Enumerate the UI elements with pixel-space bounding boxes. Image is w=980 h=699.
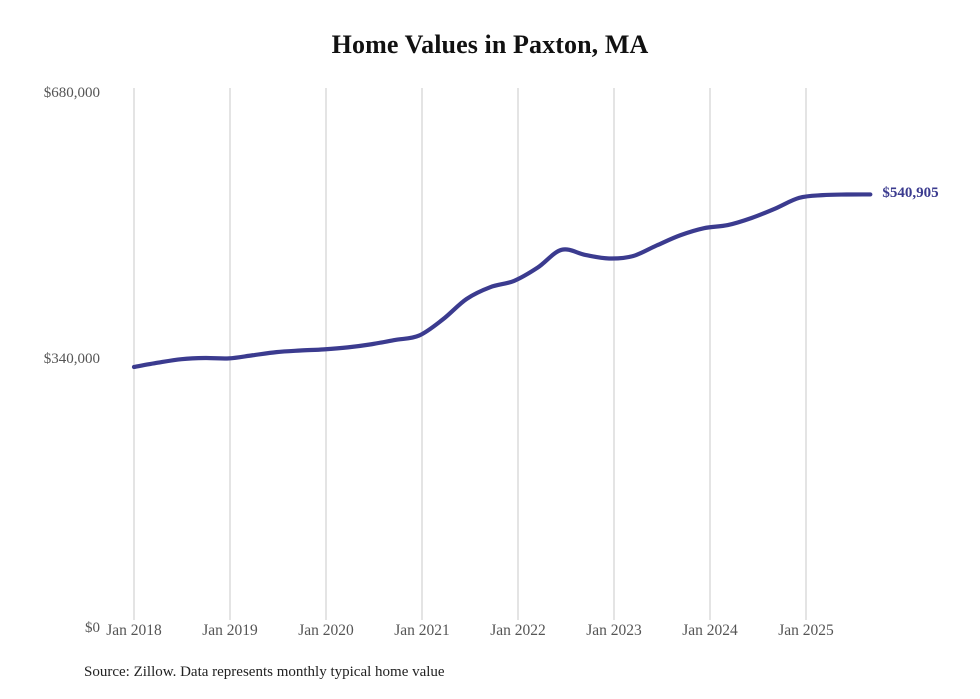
x-tick-jan-2021: Jan 2021 — [394, 622, 450, 639]
source-note: Source: Zillow. Data represents monthly … — [84, 664, 445, 680]
y-tick-label-mid: $340,000 — [43, 351, 100, 367]
x-tick-jan-2024: Jan 2024 — [682, 622, 738, 639]
x-tick-jan-2019: Jan 2019 — [202, 622, 258, 639]
x-tick-jan-2020: Jan 2020 — [298, 622, 354, 639]
chart-title: Home Values in Paxton, MA — [331, 30, 649, 59]
x-tick-jan-2025: Jan 2025 — [778, 622, 834, 639]
gridlines — [133, 88, 807, 620]
home-value-line — [131, 192, 873, 370]
x-tick-jan-2023: Jan 2023 — [586, 622, 642, 639]
y-tick-label-top: $680,000 — [43, 85, 100, 101]
x-tick-jan-2022: Jan 2022 — [490, 622, 546, 639]
y-tick-label-zero: $0 — [85, 620, 100, 636]
end-value-label: $540,905 — [882, 185, 939, 202]
x-tick-jan-2018: Jan 2018 — [106, 622, 162, 639]
